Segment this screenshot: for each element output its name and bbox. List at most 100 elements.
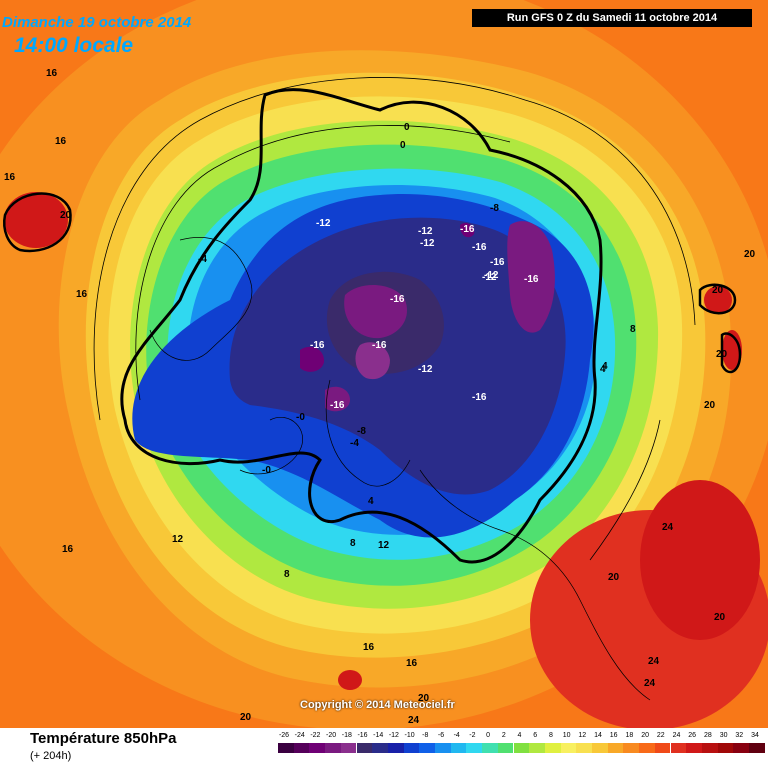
isotherm-label: 20 — [240, 712, 252, 723]
isotherm-label: -16 — [460, 224, 475, 235]
scale-swatch — [435, 743, 451, 753]
isotherm-label: -4 — [350, 438, 359, 449]
scale-swatch — [513, 743, 530, 753]
isotherm-label: -4 — [198, 254, 207, 265]
scale-label: 28 — [703, 732, 712, 739]
isotherm-label: 16 — [62, 544, 74, 555]
forecast-offset: (+ 204h) — [30, 750, 72, 762]
isotherm-label: 12 — [172, 534, 184, 545]
scale-label: -26 — [278, 732, 290, 739]
isotherm-label: 4 — [368, 496, 374, 507]
scale-label: -16 — [357, 732, 368, 739]
scale-swatch — [607, 743, 624, 753]
scale-label: -10 — [404, 732, 415, 739]
forecast-time-suffix: locale — [73, 34, 134, 57]
isotherm-label: 8 — [284, 569, 290, 580]
isotherm-label: 20 — [608, 572, 620, 583]
scale-label: -12 — [388, 732, 399, 739]
scale-label: 8 — [548, 732, 553, 739]
isotherm-label: -8 — [357, 426, 366, 437]
isotherm-label: -16 — [372, 340, 387, 351]
isotherm-label: 20 — [716, 349, 728, 360]
scale-label: 16 — [609, 732, 618, 739]
scale-swatch — [497, 743, 514, 753]
scale-swatch — [544, 743, 561, 753]
scale-swatch — [419, 743, 435, 753]
isotherm-label: -12 — [316, 218, 331, 229]
isotherm-label: -16 — [310, 340, 325, 351]
scale-swatch — [686, 743, 702, 753]
scale-label: 20 — [641, 732, 649, 739]
isotherm-label: 0 — [400, 140, 406, 151]
isotherm-label: -16 — [472, 242, 487, 253]
forecast-date: Dimanche 19 octobre 2014 — [2, 14, 192, 31]
isotherm-label: 8 — [350, 538, 356, 549]
isotherm-label: -12 — [418, 226, 433, 237]
isotherm-label: -12 — [482, 272, 497, 283]
legend-footer: Température 850hPa (+ 204h) -26 -24 -22 -20… — [0, 728, 768, 768]
forecast-time-value: 14:00 — [14, 34, 68, 57]
isotherm-label: -16 — [472, 392, 487, 403]
scale-swatch — [560, 743, 577, 753]
isotherm-label: -8 — [490, 203, 499, 214]
isotherm-label: -12 — [484, 270, 499, 281]
isotherm-label: 24 — [644, 678, 656, 689]
scale-swatch — [529, 743, 545, 753]
isotherm-label: 20 — [744, 249, 756, 260]
map-title: Température 850hPa — [30, 730, 177, 747]
scale-label: -14 — [373, 732, 384, 739]
isotherm-label: -16 — [330, 400, 345, 411]
scale-label: -4 — [453, 732, 460, 739]
scale-label: -20 — [326, 732, 337, 739]
scale-label: 24 — [672, 732, 681, 739]
scale-swatch — [293, 743, 310, 753]
isotherm-label: 20 — [704, 400, 716, 411]
isotherm-label: -12 — [418, 364, 433, 375]
isotherm-label: 4 — [602, 361, 608, 372]
isotherm-label: -12 — [420, 238, 435, 249]
isotherm-label: 24 — [662, 522, 674, 533]
scale-label: -2 — [469, 732, 476, 739]
isotherm-label: 16 — [363, 642, 375, 653]
scale-swatch — [639, 743, 655, 753]
scale-label: 22 — [656, 732, 665, 739]
scale-label: 0 — [486, 732, 491, 739]
scale-label: -6 — [437, 732, 445, 739]
isotherm-label: 24 — [408, 715, 420, 726]
isotherm-label: 0 — [404, 122, 410, 133]
scale-swatch — [403, 743, 420, 753]
scale-swatch — [278, 743, 294, 753]
scale-swatch — [356, 743, 373, 753]
isotherm-label: 16 — [4, 172, 16, 183]
copyright: Copyright © 2014 Meteociel.fr — [300, 699, 455, 711]
isotherm-label: 16 — [55, 136, 67, 147]
scale-swatch — [450, 743, 467, 753]
scale-swatch — [372, 743, 388, 753]
isotherm-label: -0 — [296, 412, 305, 423]
scale-label: 10 — [562, 732, 571, 739]
isotherm-label: 16 — [406, 658, 418, 669]
scale-swatch — [466, 743, 483, 753]
scale-label: -18 — [341, 732, 352, 739]
isotherm-label: -16 — [490, 257, 505, 268]
scale-label: 26 — [688, 732, 697, 739]
isotherm-label: 24 — [648, 656, 660, 667]
isotherm-label: 16 — [46, 68, 58, 79]
scale-label: 14 — [594, 732, 602, 739]
scale-label: 12 — [578, 732, 587, 739]
isotherm-label: -16 — [390, 294, 405, 305]
scale-swatch — [325, 743, 341, 753]
scale-label: 4 — [517, 732, 522, 739]
isotherm-label: 20 — [714, 612, 726, 623]
isotherm-label: 8 — [630, 324, 636, 335]
isotherm-label: -16 — [524, 274, 539, 285]
scale-label: 30 — [719, 732, 728, 739]
scale-swatch — [576, 743, 592, 753]
scale-label: 6 — [533, 732, 538, 739]
isotherm-label: 20 — [712, 285, 724, 296]
isotherm-label: -0 — [262, 465, 271, 476]
scale-swatch — [733, 743, 749, 753]
scale-swatch — [670, 743, 687, 753]
scale-swatch — [654, 743, 671, 753]
isotherm-label: 20 — [418, 693, 430, 704]
